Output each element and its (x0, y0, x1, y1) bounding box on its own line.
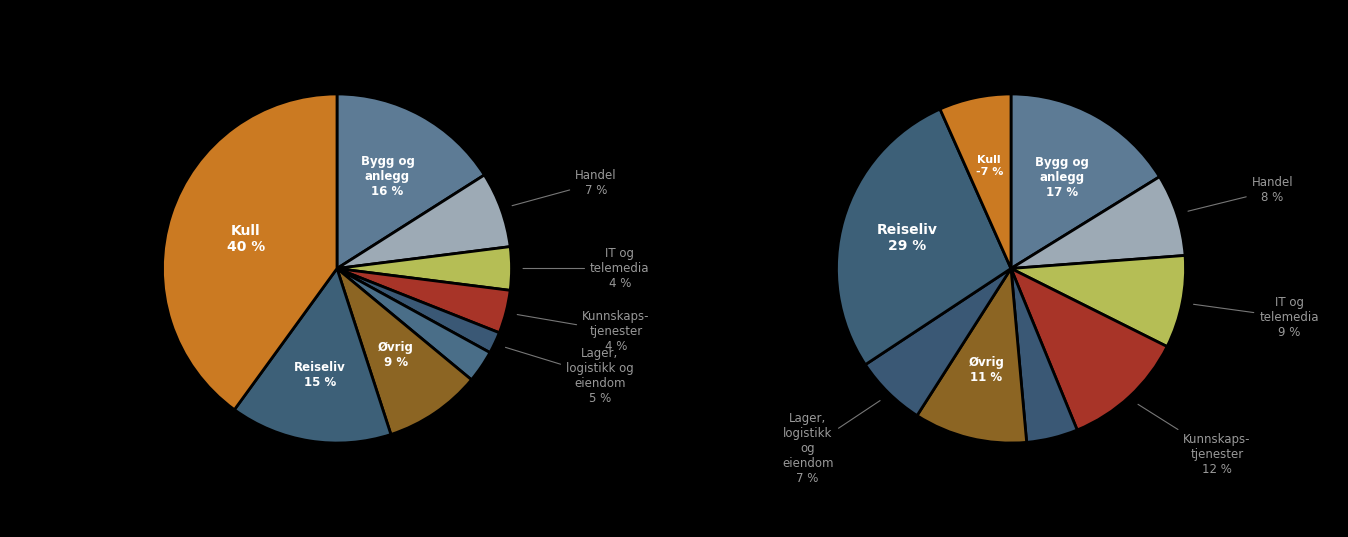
Text: IT og
telemedia
9 %: IT og telemedia 9 % (1193, 296, 1318, 339)
Wedge shape (337, 175, 510, 268)
Wedge shape (337, 268, 489, 380)
Wedge shape (1011, 94, 1159, 268)
Text: Handel
7 %: Handel 7 % (512, 169, 617, 206)
Wedge shape (337, 246, 511, 291)
Text: Handel
8 %: Handel 8 % (1188, 176, 1293, 211)
Text: Øvrig
9 %: Øvrig 9 % (377, 341, 414, 369)
Wedge shape (917, 268, 1027, 443)
Text: Kunnskaps-
tjenester
12 %: Kunnskaps- tjenester 12 % (1138, 404, 1251, 475)
Text: Kull
40 %: Kull 40 % (226, 224, 264, 254)
Text: Bygg og
anlegg
17 %: Bygg og anlegg 17 % (1035, 156, 1089, 199)
Wedge shape (235, 268, 391, 443)
Wedge shape (865, 268, 1011, 416)
Text: Bygg og
anlegg
16 %: Bygg og anlegg 16 % (360, 155, 414, 198)
Text: Øvrig
11 %: Øvrig 11 % (968, 356, 1004, 384)
Wedge shape (837, 109, 1011, 365)
Text: Lager,
logistikk og
eiendom
5 %: Lager, logistikk og eiendom 5 % (506, 347, 634, 405)
Wedge shape (1011, 256, 1185, 346)
Text: IT og
telemedia
4 %: IT og telemedia 4 % (523, 247, 650, 290)
Text: Reiseliv
29 %: Reiseliv 29 % (876, 223, 938, 253)
Wedge shape (337, 268, 472, 434)
Text: Kunnskaps-
tjenester
4 %: Kunnskaps- tjenester 4 % (518, 310, 650, 353)
Wedge shape (337, 94, 484, 268)
Wedge shape (1011, 177, 1185, 268)
Wedge shape (337, 268, 499, 353)
Wedge shape (337, 268, 510, 333)
Text: Lager,
logistikk
og
eiendom
7 %: Lager, logistikk og eiendom 7 % (782, 401, 880, 485)
Wedge shape (940, 94, 1011, 268)
Text: Kull
-7 %: Kull -7 % (976, 155, 1003, 177)
Wedge shape (163, 94, 337, 410)
Wedge shape (1011, 268, 1167, 430)
Text: Reiseliv
15 %: Reiseliv 15 % (294, 361, 346, 389)
Wedge shape (1011, 268, 1077, 442)
